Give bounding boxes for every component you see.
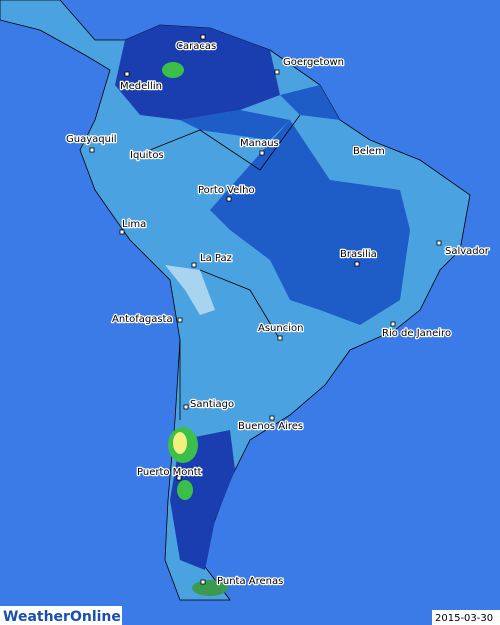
date-box [432,610,500,625]
city-dot [354,261,360,267]
land [0,0,471,601]
city-label: Rio de Janeiro [382,328,451,339]
city-label: Salvador [445,246,490,257]
city-dot [176,475,182,481]
city-dot [226,196,232,202]
city-dot [390,321,396,327]
city-dot [277,335,283,341]
dark-region-north [115,25,280,120]
dark-region-south [170,430,235,570]
city-label: Antofagasta [112,314,173,325]
city-dot [436,240,442,246]
dry-region [165,265,215,315]
city-label: Brasilia [340,249,377,260]
precip-core [173,432,187,454]
city-label: Guayaquil [66,134,117,145]
city-label: Puerto Montt [137,467,202,478]
city-label: Belem [353,146,385,157]
mid-region [180,85,340,140]
city-dot [177,317,183,323]
city-dot [89,147,95,153]
city-dot [200,34,206,40]
city-dot [119,229,125,235]
city-label: Medellin [120,81,162,92]
city-dot [146,149,152,155]
city-label: Santiago [190,399,234,410]
city-label: La Paz [200,253,232,264]
logo-box [0,606,122,625]
logo: WeatherOnline [3,609,121,625]
city-dot [191,262,197,268]
date: 2015-03-30 [435,613,493,624]
city-label: Porto Velho [198,185,255,196]
city-label: Manaus [240,138,279,149]
city-dot [124,71,130,77]
city-label: Asuncion [258,323,303,334]
city-label: Goergetown [283,57,344,68]
city-dot [274,69,280,75]
city-label: Buenos Aires [238,421,303,432]
city-dot [269,415,275,421]
city-label: Caracas [176,41,216,52]
city-dot [183,404,189,410]
city-label: Lima [122,219,146,230]
precip-area [177,480,193,500]
precip-area [162,62,184,78]
border [149,114,301,420]
city-label: Punta Arenas [217,576,283,587]
city-label: Iquitos [130,150,164,161]
mid-region-brazil [210,120,410,325]
city-dot [352,145,358,151]
city-dot [259,150,265,156]
city-dot [200,579,206,585]
